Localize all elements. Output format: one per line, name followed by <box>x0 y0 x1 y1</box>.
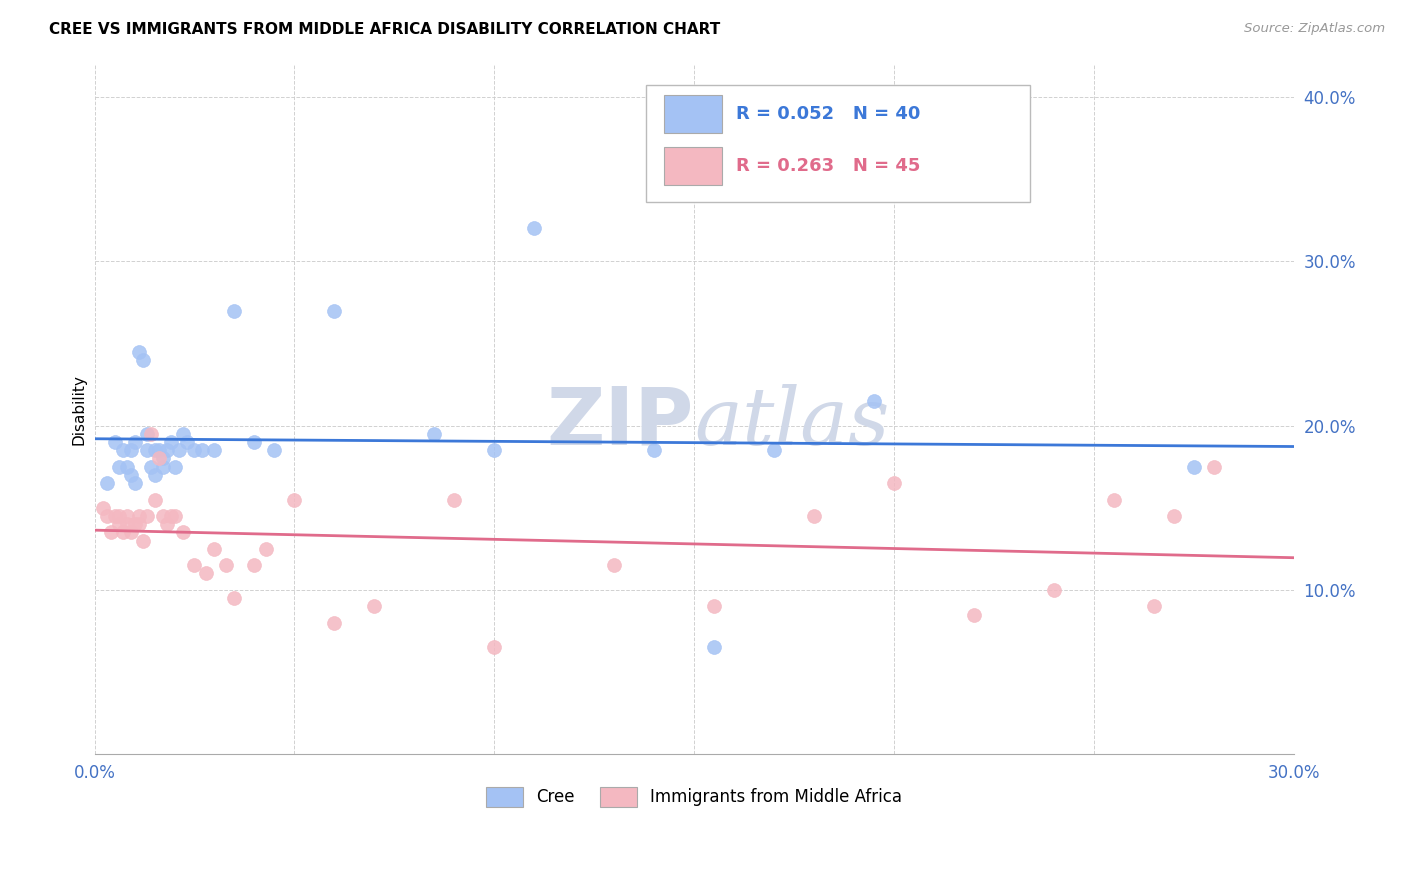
Point <box>115 517 138 532</box>
Point <box>163 508 186 523</box>
Point <box>135 443 157 458</box>
Point <box>96 476 118 491</box>
Point <box>243 435 266 450</box>
Text: ZIP: ZIP <box>547 384 695 462</box>
Point <box>224 591 246 606</box>
Point <box>148 451 170 466</box>
Point <box>120 525 142 540</box>
Point <box>523 221 546 235</box>
Point <box>763 443 786 458</box>
Point <box>183 558 205 573</box>
Point <box>128 508 150 523</box>
FancyBboxPatch shape <box>647 85 1029 202</box>
Point <box>91 500 114 515</box>
Point <box>204 443 226 458</box>
Point <box>155 517 177 532</box>
Point <box>323 303 346 318</box>
Point <box>1102 492 1125 507</box>
Y-axis label: Disability: Disability <box>72 374 86 444</box>
Point <box>204 541 226 556</box>
Point <box>256 541 278 556</box>
Point <box>131 533 153 548</box>
Point <box>283 492 305 507</box>
FancyBboxPatch shape <box>664 95 721 133</box>
Point <box>167 443 190 458</box>
Point <box>215 558 238 573</box>
Point <box>484 443 506 458</box>
Point <box>107 459 129 474</box>
Text: Source: ZipAtlas.com: Source: ZipAtlas.com <box>1244 22 1385 36</box>
Point <box>195 566 218 581</box>
Point <box>148 443 170 458</box>
Point <box>124 476 146 491</box>
Point <box>135 426 157 441</box>
FancyBboxPatch shape <box>664 147 721 185</box>
Point <box>96 508 118 523</box>
Point <box>103 508 125 523</box>
Point <box>124 435 146 450</box>
Point <box>191 443 214 458</box>
Point <box>111 525 134 540</box>
Text: R = 0.052   N = 40: R = 0.052 N = 40 <box>737 104 921 123</box>
Point <box>107 508 129 523</box>
Point <box>139 426 162 441</box>
Point <box>120 443 142 458</box>
Point <box>803 508 825 523</box>
Point <box>172 426 194 441</box>
Point <box>443 492 465 507</box>
Point <box>323 615 346 630</box>
Text: atlas: atlas <box>695 384 890 462</box>
Point <box>363 599 385 614</box>
Text: CREE VS IMMIGRANTS FROM MIDDLE AFRICA DISABILITY CORRELATION CHART: CREE VS IMMIGRANTS FROM MIDDLE AFRICA DI… <box>49 22 720 37</box>
Point <box>176 435 198 450</box>
Point <box>135 508 157 523</box>
Point <box>484 640 506 655</box>
Point <box>131 352 153 367</box>
Point <box>1182 459 1205 474</box>
Point <box>643 443 665 458</box>
Point <box>143 467 166 482</box>
Point <box>159 435 181 450</box>
Point <box>703 599 725 614</box>
Point <box>703 640 725 655</box>
Point <box>1143 599 1166 614</box>
Point <box>103 435 125 450</box>
Point <box>124 517 146 532</box>
Point <box>152 508 174 523</box>
Point <box>152 451 174 466</box>
Point <box>143 443 166 458</box>
Point <box>163 459 186 474</box>
Point <box>128 517 150 532</box>
Point <box>603 558 626 573</box>
Point <box>128 344 150 359</box>
Point <box>152 459 174 474</box>
Point <box>139 459 162 474</box>
Point <box>1163 508 1185 523</box>
Point <box>115 508 138 523</box>
Point <box>159 508 181 523</box>
Point <box>155 443 177 458</box>
Point <box>172 525 194 540</box>
Point <box>100 525 122 540</box>
Point <box>883 476 905 491</box>
Point <box>224 303 246 318</box>
Point <box>115 459 138 474</box>
Point <box>107 517 129 532</box>
Point <box>963 607 986 622</box>
Point <box>243 558 266 573</box>
Point <box>143 492 166 507</box>
Point <box>263 443 285 458</box>
Text: R = 0.263   N = 45: R = 0.263 N = 45 <box>737 157 921 175</box>
Point <box>863 393 886 408</box>
Point <box>183 443 205 458</box>
Point <box>120 467 142 482</box>
Legend: Cree, Immigrants from Middle Africa: Cree, Immigrants from Middle Africa <box>478 779 910 815</box>
Point <box>1202 459 1225 474</box>
Point <box>423 426 446 441</box>
Point <box>111 443 134 458</box>
Point <box>1043 582 1066 597</box>
